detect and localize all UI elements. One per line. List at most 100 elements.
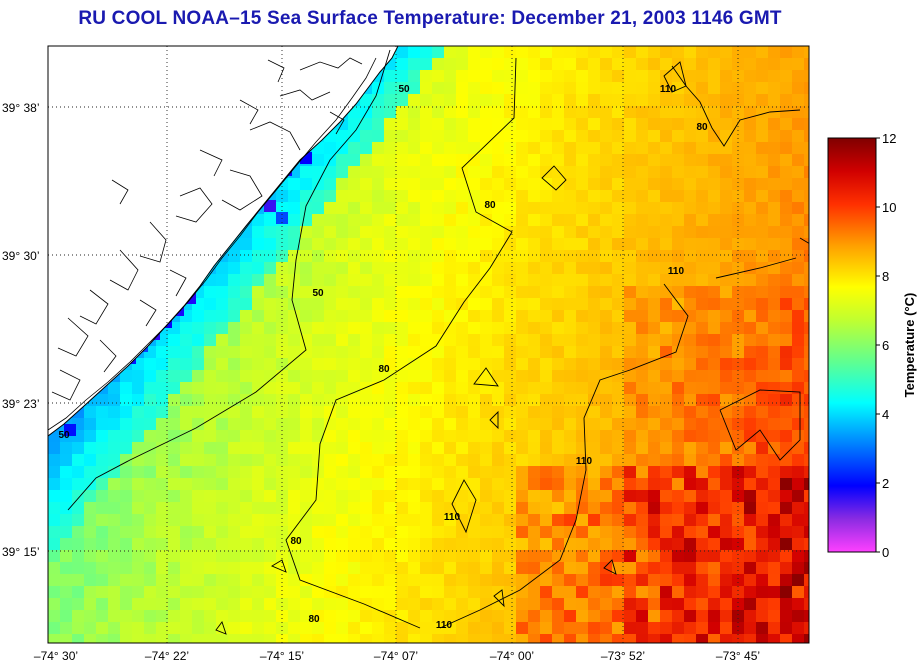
sst-pixel: [708, 478, 720, 490]
sst-pixel: [384, 286, 396, 298]
sst-pixel: [804, 154, 809, 166]
sst-pixel: [444, 598, 456, 610]
sst-pixel: [348, 550, 360, 562]
sst-pixel: [528, 154, 540, 166]
sst-pixel: [480, 214, 492, 226]
sst-pixel: [252, 430, 264, 442]
sst-pixel: [108, 562, 120, 574]
sst-pixel: [576, 262, 588, 274]
sst-pixel: [780, 598, 792, 610]
sst-pixel: [576, 238, 588, 250]
sst-pixel: [708, 406, 720, 418]
sst-pixel: [516, 226, 528, 238]
sst-pixel: [396, 514, 408, 526]
sst-pixel: [144, 430, 156, 442]
sst-pixel: [372, 190, 384, 202]
sst-pixel: [648, 418, 660, 430]
sst-pixel: [288, 322, 300, 334]
sst-pixel: [780, 226, 792, 238]
sst-pixel: [696, 358, 708, 370]
sst-pixel: [504, 178, 516, 190]
sst-pixel: [504, 430, 516, 442]
sst-pixel: [684, 346, 696, 358]
sst-pixel: [744, 226, 756, 238]
sst-pixel: [648, 94, 660, 106]
sst-pixel: [516, 94, 528, 106]
sst-pixel: [768, 598, 780, 610]
sst-pixel: [756, 46, 768, 58]
sst-pixel: [348, 538, 360, 550]
sst-pixel: [468, 634, 480, 643]
sst-pixel: [468, 190, 480, 202]
sst-pixel: [372, 130, 384, 142]
sst-pixel: [504, 190, 516, 202]
sst-pixel: [624, 154, 636, 166]
sst-pixel: [480, 286, 492, 298]
sst-pixel: [60, 634, 72, 643]
sst-pixel: [444, 154, 456, 166]
sst-pixel: [540, 382, 552, 394]
contour-closed-6: [215, 621, 227, 635]
sst-pixel: [744, 202, 756, 214]
sst-pixel: [480, 154, 492, 166]
sst-pixel: [432, 58, 444, 70]
contour-label: 110: [436, 620, 453, 631]
sst-pixel: [312, 322, 324, 334]
sst-pixel: [540, 454, 552, 466]
sst-pixel: [264, 550, 276, 562]
sst-pixel: [588, 454, 600, 466]
sst-pixel: [348, 130, 360, 142]
sst-pixel: [756, 118, 768, 130]
sst-pixel: [624, 346, 636, 358]
sst-pixel: [648, 610, 660, 622]
sst-pixel: [384, 454, 396, 466]
sst-pixel: [396, 154, 408, 166]
sst-pixel: [792, 178, 804, 190]
sst-pixel: [624, 178, 636, 190]
sst-pixel: [180, 334, 192, 346]
sst-pixel: [348, 286, 360, 298]
sst-pixel: [312, 406, 324, 418]
sst-pixel: [360, 178, 372, 190]
sst-pixel: [384, 82, 396, 94]
sst-pixel: [696, 550, 708, 562]
sst-pixel: [660, 274, 672, 286]
sst-pixel: [288, 598, 300, 610]
sst-pixel: [732, 478, 744, 490]
sst-pixel: [180, 622, 192, 634]
sst-pixel: [360, 394, 372, 406]
sst-pixel: [576, 598, 588, 610]
sst-pixel: [552, 190, 564, 202]
sst-pixel: [768, 178, 780, 190]
sst-pixel: [744, 430, 756, 442]
sst-pixel: [432, 214, 444, 226]
sst-pixel: [168, 430, 180, 442]
sst-pixel: [588, 166, 600, 178]
sst-pixel: [192, 358, 204, 370]
sst-pixel: [684, 382, 696, 394]
sst-pixel: [756, 430, 768, 442]
sst-pixel: [168, 586, 180, 598]
sst-pixel: [636, 286, 648, 298]
sst-pixel: [336, 166, 348, 178]
sst-pixel: [792, 466, 804, 478]
sst-pixel: [432, 238, 444, 250]
sst-pixel: [576, 214, 588, 226]
sst-pixel: [804, 598, 809, 610]
sst-pixel: [660, 298, 672, 310]
sst-pixel: [528, 274, 540, 286]
contour-closed-1: [541, 165, 567, 191]
sst-pixel: [456, 418, 468, 430]
sst-pixel: [624, 226, 636, 238]
sst-pixel: [744, 94, 756, 106]
sst-pixel: [516, 490, 528, 502]
sst-pixel: [540, 586, 552, 598]
sst-pixel: [360, 202, 372, 214]
sst-pixel: [600, 502, 612, 514]
sst-pixel: [516, 406, 528, 418]
sst-pixel: [204, 454, 216, 466]
sst-pixel: [420, 514, 432, 526]
sst-pixel: [612, 94, 624, 106]
sst-pixel: [360, 334, 372, 346]
sst-pixel: [504, 526, 516, 538]
